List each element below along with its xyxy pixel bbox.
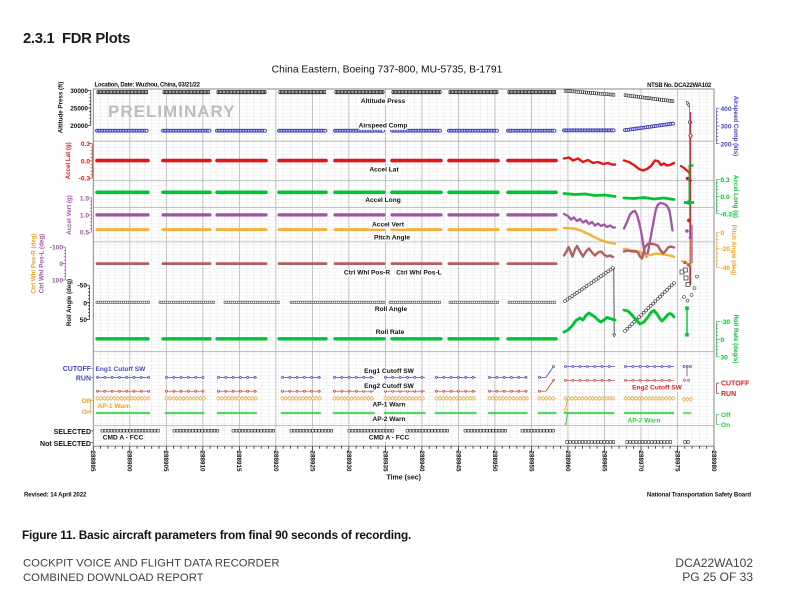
- svg-text:30000: 30000: [70, 88, 88, 95]
- svg-text:Altitude Press (ft): Altitude Press (ft): [58, 82, 65, 134]
- svg-text:288900: 288900: [126, 451, 133, 473]
- svg-text:CMD A - FCC: CMD A - FCC: [369, 434, 410, 441]
- svg-text:Eng1 Cutoff SW: Eng1 Cutoff SW: [364, 368, 415, 375]
- svg-text:288970: 288970: [637, 451, 644, 473]
- svg-text:Eng2 Cutoff SW: Eng2 Cutoff SW: [364, 383, 415, 390]
- svg-text:Pitch Angle (deg): Pitch Angle (deg): [730, 225, 737, 276]
- svg-text:288925: 288925: [308, 451, 315, 473]
- svg-text:Roll Rate (deg/s): Roll Rate (deg/s): [732, 315, 739, 364]
- svg-text:Airspeed Comp (kts): Airspeed Comp (kts): [732, 96, 739, 157]
- svg-text:AP-1 Warn: AP-1 Warn: [98, 403, 131, 410]
- svg-text:AP-2 Warn: AP-2 Warn: [627, 418, 660, 425]
- svg-text:0: 0: [83, 300, 87, 307]
- svg-text:Roll Rate: Roll Rate: [376, 329, 405, 336]
- svg-text:-30: -30: [721, 319, 731, 326]
- svg-text:Accel Lat (g): Accel Lat (g): [65, 142, 72, 179]
- svg-text:Roll Angle: Roll Angle: [375, 306, 408, 313]
- svg-text:288910: 288910: [199, 451, 206, 473]
- svg-text:COCKPIT VOICE AND FLIGHT DATA: COCKPIT VOICE AND FLIGHT DATA RECORDER: [23, 557, 280, 569]
- svg-text:25000: 25000: [70, 106, 88, 113]
- svg-text:288930: 288930: [345, 451, 352, 473]
- svg-text:DCA22WA102: DCA22WA102: [675, 556, 753, 570]
- svg-text:Figure 11. Basic aircraft para: Figure 11. Basic aircraft parameters fro…: [22, 528, 411, 542]
- svg-text:0: 0: [721, 230, 725, 237]
- svg-text:AP-1 Warn: AP-1 Warn: [372, 402, 405, 409]
- svg-text:Pitch Angle: Pitch Angle: [374, 234, 410, 241]
- svg-text:2.3.1 FDR Plots: 2.3.1 FDR Plots: [23, 31, 130, 47]
- svg-text:288975: 288975: [673, 451, 680, 473]
- svg-text:0.0: 0.0: [81, 158, 90, 165]
- svg-text:Eng2 Cutoff SW: Eng2 Cutoff SW: [632, 384, 683, 391]
- svg-text:20000: 20000: [70, 123, 88, 130]
- svg-text:400: 400: [721, 106, 732, 113]
- svg-text:Accel Vert (g): Accel Vert (g): [66, 195, 73, 235]
- svg-text:200: 200: [721, 141, 732, 148]
- svg-text:CUTOFF: CUTOFF: [63, 366, 92, 373]
- svg-text:CMD A - FCC: CMD A - FCC: [103, 435, 144, 442]
- svg-text:Ctrl Whl Pos-R: Ctrl Whl Pos-R: [344, 270, 390, 277]
- svg-text:RUN: RUN: [721, 391, 736, 398]
- svg-text:Ctrl Whl Pos-R (deg): Ctrl Whl Pos-R (deg): [31, 233, 38, 293]
- svg-text:CUTOFF: CUTOFF: [721, 381, 750, 388]
- svg-text:AP-2 Warn: AP-2 Warn: [372, 416, 405, 423]
- svg-text:1.5: 1.5: [80, 195, 89, 202]
- svg-text:Revised: 14 April 2022: Revised: 14 April 2022: [24, 492, 87, 499]
- svg-text:Accel Vert: Accel Vert: [372, 221, 405, 228]
- svg-text:Time (sec): Time (sec): [386, 475, 421, 482]
- svg-text:China Eastern, Boeing 737-800,: China Eastern, Boeing 737-800, MU-5735, …: [272, 65, 503, 76]
- svg-text:PG 25 OF 33: PG 25 OF 33: [682, 570, 753, 584]
- svg-text:Ctrl Whl Pos-L (deg): Ctrl Whl Pos-L (deg): [39, 234, 46, 293]
- svg-text:Altitude Press: Altitude Press: [361, 98, 406, 105]
- svg-text:Not SELECTED: Not SELECTED: [40, 441, 91, 448]
- svg-text:288980: 288980: [710, 451, 717, 473]
- svg-text:Accel Long (g): Accel Long (g): [732, 175, 739, 218]
- svg-text:-100: -100: [50, 245, 64, 252]
- svg-text:Location, Date: Wuzhou, China,: Location, Date: Wuzhou, China, 03/21/22: [95, 83, 201, 89]
- svg-text:288945: 288945: [454, 451, 461, 473]
- svg-text:-0.3: -0.3: [721, 211, 733, 218]
- svg-text:0: 0: [721, 337, 725, 344]
- svg-text:0: 0: [59, 261, 63, 268]
- svg-text:288965: 288965: [600, 451, 607, 473]
- svg-text:Off: Off: [81, 398, 91, 405]
- svg-text:50: 50: [80, 317, 88, 324]
- svg-text:1.0: 1.0: [80, 213, 89, 220]
- svg-text:288935: 288935: [381, 451, 388, 473]
- svg-text:0.5: 0.5: [80, 230, 89, 237]
- svg-text:0.3: 0.3: [721, 177, 730, 184]
- svg-text:Accel Long: Accel Long: [365, 197, 401, 204]
- svg-text:288920: 288920: [272, 451, 279, 473]
- svg-text:-20: -20: [721, 246, 731, 253]
- svg-text:-0.3: -0.3: [79, 176, 91, 183]
- svg-text:Roll Angle (deg): Roll Angle (deg): [66, 279, 73, 326]
- svg-text:288950: 288950: [491, 451, 498, 473]
- svg-text:Eng1 Cutoff SW: Eng1 Cutoff SW: [96, 366, 147, 373]
- svg-text:On: On: [82, 409, 91, 416]
- svg-text:300: 300: [721, 124, 732, 131]
- svg-text:National Transportation Safety: National Transportation Safety Board: [647, 492, 751, 499]
- svg-text:Ctrl Whl Pos-L: Ctrl Whl Pos-L: [396, 270, 441, 277]
- svg-text:-40: -40: [721, 265, 731, 272]
- svg-text:288895: 288895: [89, 451, 96, 473]
- svg-text:0.0: 0.0: [721, 194, 730, 201]
- svg-text:288905: 288905: [162, 451, 169, 473]
- svg-text:On: On: [721, 422, 730, 429]
- svg-text:COMBINED DOWNLOAD REPORT: COMBINED DOWNLOAD REPORT: [23, 572, 204, 584]
- svg-text:NTSB No. DCA22WA102: NTSB No. DCA22WA102: [647, 83, 712, 89]
- svg-text:30: 30: [721, 354, 729, 361]
- svg-text:100: 100: [52, 278, 63, 285]
- svg-text:288940: 288940: [418, 451, 425, 473]
- svg-text:PRELIMINARY: PRELIMINARY: [108, 102, 236, 121]
- svg-text:288960: 288960: [564, 451, 571, 473]
- svg-text:Airspeed Comp: Airspeed Comp: [359, 123, 408, 130]
- svg-text:SELECTED: SELECTED: [54, 429, 91, 436]
- svg-text:Off: Off: [721, 412, 731, 419]
- svg-text:288915: 288915: [235, 451, 242, 473]
- svg-text:Accel Lat: Accel Lat: [369, 166, 399, 173]
- svg-text:RUN: RUN: [76, 375, 91, 382]
- svg-text:288955: 288955: [527, 451, 534, 473]
- svg-text:0.3: 0.3: [81, 141, 90, 148]
- svg-text:-50: -50: [77, 283, 87, 290]
